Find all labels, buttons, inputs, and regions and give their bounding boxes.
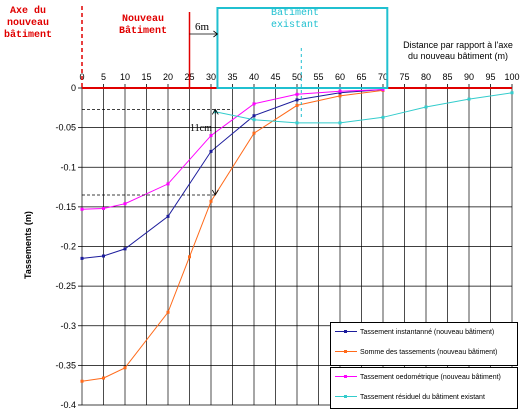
batiment-existant-label: Bâtiment existant	[270, 8, 319, 31]
arrowhead-down	[211, 189, 219, 196]
legend-label: Somme des tassements (nouveau bâtiment)	[360, 349, 498, 356]
data-point	[102, 254, 105, 258]
x-tick-label: 95	[485, 72, 495, 82]
x-tick-label: 100	[504, 72, 519, 82]
y-tick-label: -0.25	[55, 281, 76, 291]
gap-label: 6m	[195, 21, 210, 33]
y-tick-label: -0.4	[60, 400, 76, 410]
data-point	[252, 114, 256, 118]
x-tick-label: 40	[249, 72, 259, 82]
gap-arrowhead	[213, 30, 219, 38]
data-point	[510, 91, 514, 95]
data-point	[209, 134, 213, 138]
series-line	[81, 89, 384, 382]
x-tick-label: 80	[421, 72, 431, 82]
data-point	[252, 118, 256, 122]
y-tick-label: -0.3	[60, 321, 76, 331]
y-tick-label: -0.35	[55, 360, 76, 370]
x-tick-label: 10	[120, 72, 130, 82]
data-point	[295, 103, 299, 107]
data-point	[338, 94, 342, 98]
legend-entry: Tassement résiduel du bâtiment existant	[335, 393, 485, 403]
data-point	[338, 121, 342, 125]
data-point	[252, 102, 256, 106]
x-tick-label: 60	[335, 72, 345, 82]
x-tick-label: 90	[464, 72, 474, 82]
y-tick-label: -0.15	[55, 202, 76, 212]
x-tick-label: 85	[442, 72, 452, 82]
x-tick-label: 50	[292, 72, 302, 82]
data-point	[295, 92, 299, 96]
x-tick-label: 15	[141, 72, 151, 82]
legend-label: Tassement oedométrique (nouveau bâtiment…	[360, 374, 501, 381]
existing-building-box	[216, 7, 389, 89]
x-tick-label: 20	[163, 72, 173, 82]
legend-entry: Somme des tassements (nouveau bâtiment)	[335, 348, 497, 358]
annotation-lines	[81, 6, 389, 196]
data-point	[467, 97, 471, 101]
data-point	[166, 214, 170, 218]
settlement-difference-label: 11cm	[190, 123, 212, 134]
data-point	[424, 105, 428, 109]
data-point	[166, 182, 170, 186]
data-point	[166, 310, 170, 314]
x-tick-label: 35	[227, 72, 237, 82]
data-point	[338, 91, 342, 95]
series-line	[215, 92, 513, 124]
data-point	[102, 206, 105, 210]
x-tick-label: 75	[399, 72, 409, 82]
data-point	[381, 115, 385, 119]
nouveau-batiment-label: Nouveau Bâtiment	[118, 14, 167, 37]
data-point	[381, 88, 385, 92]
legend-box-bottom	[330, 367, 518, 409]
data-point	[123, 202, 127, 206]
y-tick-label: 0	[71, 83, 76, 93]
x-tick-label: 30	[206, 72, 216, 82]
x-tick-label: 45	[270, 72, 280, 82]
arrowhead-up	[211, 108, 219, 115]
data-point	[80, 379, 84, 383]
legend-entry: Tassement oedométrique (nouveau bâtiment…	[335, 373, 501, 383]
data-point	[102, 376, 105, 380]
legend-swatch	[335, 328, 357, 336]
y-tick-label: -0.2	[60, 242, 76, 252]
data-point	[123, 366, 127, 370]
data-point	[295, 98, 299, 102]
legend-swatch	[335, 373, 357, 381]
data-point	[338, 89, 342, 93]
x-tick-label: 5	[101, 72, 106, 82]
legend-box-top	[330, 322, 518, 366]
data-point	[123, 247, 127, 251]
legend-swatch	[335, 348, 357, 356]
data-point	[295, 121, 299, 125]
legend-entry: Tassement instantanné (nouveau bâtiment)	[335, 328, 494, 338]
data-point	[209, 199, 213, 203]
legend-label: Tassement résiduel du bâtiment existant	[360, 394, 485, 401]
x-axis-title: Distance par rapport à l'axe du nouveau …	[403, 40, 513, 61]
data-point	[252, 131, 256, 135]
x-tick-label: 70	[378, 72, 388, 82]
series-markers	[80, 88, 514, 383]
y-axis-title: Tassements (m)	[23, 211, 33, 279]
legend-swatch	[335, 393, 357, 401]
data-point	[209, 149, 213, 153]
x-tick-label: 55	[313, 72, 323, 82]
data-point	[80, 207, 84, 211]
legend-label: Tassement instantanné (nouveau bâtiment)	[360, 329, 495, 336]
y-tick-label: -0.05	[55, 123, 76, 133]
axe-label: Axe du nouveau bâtiment	[3, 6, 52, 41]
data-point	[188, 255, 191, 259]
y-tick-label: -0.1	[60, 162, 76, 172]
data-point	[80, 256, 84, 260]
x-tick-label: 65	[356, 72, 366, 82]
